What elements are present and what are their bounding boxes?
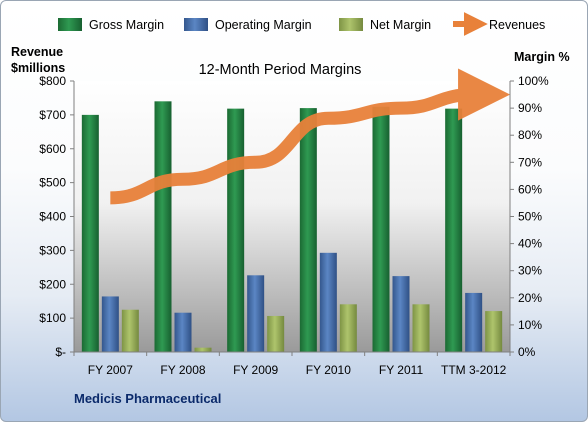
left-tick-label: $600 (39, 142, 66, 156)
left-tick-label: $200 (39, 277, 66, 291)
right-tick-label: 60% (518, 182, 542, 196)
legend-label-net-margin: Net Margin (370, 18, 431, 32)
left-axis-title-line1: Revenue (11, 45, 63, 59)
bar-gross-margin (299, 108, 317, 352)
right-tick-label: 90% (518, 101, 542, 115)
x-tick-label: TTM 3-2012 (441, 363, 507, 377)
right-tick-label: 40% (518, 237, 542, 251)
x-tick-label: FY 2008 (160, 363, 205, 377)
right-tick-label: 80% (518, 128, 542, 142)
legend-swatch-operating-margin (184, 18, 208, 31)
bar-operating-margin (247, 275, 265, 352)
bar-operating-margin (392, 276, 410, 352)
right-tick-label: 100% (518, 74, 549, 88)
legend-label-gross-margin: Gross Margin (89, 18, 164, 32)
legend-label-operating-margin: Operating Margin (215, 18, 312, 32)
left-tick-label: $- (55, 345, 66, 359)
right-tick-label: 70% (518, 155, 542, 169)
revenue-line-group (110, 68, 511, 205)
x-tick-label: FY 2011 (379, 363, 424, 377)
plot-area (74, 81, 510, 352)
x-tick-label: FY 2010 (306, 363, 351, 377)
bar-group (81, 101, 503, 353)
left-tick-label: $400 (39, 210, 66, 224)
bar-gross-margin (81, 114, 99, 352)
bar-gross-margin (372, 106, 390, 353)
left-tick-label: $500 (39, 176, 66, 190)
bar-net-margin (485, 311, 503, 352)
bar-net-margin (267, 315, 285, 352)
left-tick-label: $100 (39, 311, 66, 325)
bar-gross-margin (227, 108, 245, 352)
revenue-line (110, 68, 511, 205)
x-tick-label: FY 2009 (233, 363, 278, 377)
legend-swatch-gross-margin (58, 18, 82, 31)
left-tick-label: $800 (39, 74, 66, 88)
legend: Gross Margin Operating Margin Net Margin… (58, 12, 545, 36)
bar-operating-margin (101, 296, 119, 352)
bar-operating-margin (319, 252, 337, 352)
bar-net-margin (121, 309, 139, 352)
company-name: Medicis Pharmaceutical (74, 391, 221, 406)
right-tick-label: 20% (518, 291, 542, 305)
bar-net-margin (412, 304, 430, 352)
left-tick-label: $300 (39, 243, 66, 257)
bar-net-margin (339, 304, 357, 352)
bar-operating-margin (174, 312, 192, 352)
right-tick-label: 10% (518, 318, 542, 332)
bar-gross-margin (445, 108, 463, 352)
left-tick-label: $700 (39, 108, 66, 122)
right-axis-title: Margin % (514, 50, 570, 64)
bar-gross-margin (154, 101, 172, 352)
x-tick-label: FY 2007 (88, 363, 133, 377)
right-tick-label: 50% (518, 210, 542, 224)
legend-label-revenues: Revenues (489, 18, 545, 32)
axes-group: $- $100 $200 $300 $400 $500 $600 $700 $800 0% 10% 2… (39, 74, 549, 377)
right-tick-label: 0% (518, 345, 536, 359)
bar-net-margin (194, 347, 212, 352)
legend-swatch-net-margin (339, 18, 363, 31)
left-axis-title-line2: $millions (11, 61, 65, 75)
bar-operating-margin (465, 292, 483, 352)
right-tick-label: 30% (518, 264, 542, 278)
chart-title: 12-Month Period Margins (199, 62, 362, 78)
